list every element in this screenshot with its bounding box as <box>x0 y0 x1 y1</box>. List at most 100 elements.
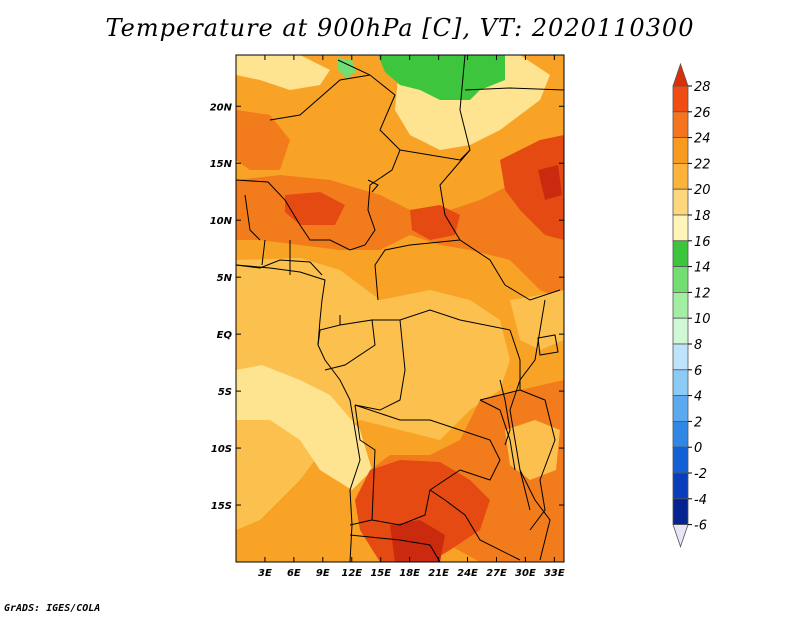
lake-tanganyika <box>499 379 511 446</box>
lake-malawi <box>519 469 531 511</box>
x-axis: 3E 6E 9E 12E 15E 18E 21E 24E 27E 30E 33E <box>258 55 565 579</box>
colorbar-label: 2 <box>694 415 702 430</box>
field-26-28-chad <box>410 205 460 240</box>
map-frame <box>235 54 565 563</box>
border-line <box>349 404 376 526</box>
lake-chad <box>367 179 379 193</box>
colorbar-swatch <box>672 343 689 371</box>
y-tick-label: 10S <box>211 444 232 455</box>
border-line <box>519 389 556 531</box>
border-line <box>439 149 506 286</box>
field-26-28-nigeria <box>285 192 345 225</box>
y-tick-label: EQ <box>217 330 233 341</box>
colorbar-label: -6 <box>694 519 707 534</box>
y-axis: 20N 15N 10N 5N EQ 5S 10S 15S <box>210 102 564 512</box>
colorbar-swatch <box>672 188 689 216</box>
border-line <box>236 59 401 251</box>
y-tick-label: 5N <box>217 273 233 284</box>
border-line <box>504 284 561 301</box>
border-line <box>261 239 266 266</box>
field-20-22-west <box>236 258 510 530</box>
colorbar-label: 16 <box>694 235 711 250</box>
field-18-20-coast <box>236 365 372 490</box>
colorbar-swatch <box>672 214 689 242</box>
x-tick-label: 3E <box>258 568 272 579</box>
colorbar-label: -4 <box>694 493 707 508</box>
field-26-28-kalahari <box>355 460 490 562</box>
colorbar-swatch <box>672 395 689 422</box>
colorbar-swatch <box>672 369 689 396</box>
x-tick-label: 9E <box>316 568 330 579</box>
colorbar-swatch <box>672 240 689 268</box>
border-line <box>374 239 461 301</box>
field-14-16-north <box>378 55 505 100</box>
border-line <box>372 309 511 331</box>
y-tick-label: 20N <box>210 102 233 113</box>
country-borders <box>236 55 564 562</box>
border-line <box>479 399 516 471</box>
colorbar-swatch <box>672 317 689 345</box>
colorbar-swatch <box>672 266 689 293</box>
border-line <box>324 319 376 371</box>
colorbar-swatch <box>672 446 689 474</box>
border-line <box>349 534 441 562</box>
chart-title: Temperature at 900hPa [C], VT: 202011030… <box>105 14 695 42</box>
colorbar-label: 26 <box>694 106 711 121</box>
colorbar-label: 6 <box>694 364 702 379</box>
colorbar-label: 12 <box>694 286 711 301</box>
border-line <box>429 489 521 561</box>
field-20-22-eafrica <box>510 290 564 350</box>
border-line <box>479 329 521 401</box>
field-28-east <box>538 165 562 200</box>
field-24-26-sahel <box>236 150 564 300</box>
colorbar-swatch <box>672 85 689 113</box>
colorbar-label: 8 <box>694 338 702 353</box>
border-line <box>236 259 323 276</box>
field-18-20-nw <box>236 55 330 90</box>
x-tick-label: 24E <box>457 568 478 579</box>
x-tick-label: 18E <box>399 568 420 579</box>
colorbar-swatch <box>672 291 689 319</box>
border-line <box>354 404 501 481</box>
colorbar-label: 18 <box>694 209 711 224</box>
field-24-26-west <box>236 110 290 170</box>
coastline <box>509 299 551 561</box>
colorbar-label: 14 <box>694 261 711 276</box>
colorbar-label: 0 <box>694 441 702 456</box>
border-line <box>354 319 406 411</box>
colorbar-under-arrow <box>672 524 689 548</box>
colorbar-label: 4 <box>694 390 702 405</box>
colorbar-label: -2 <box>694 467 707 482</box>
field-26-28-sudan <box>500 135 564 240</box>
x-tick-label: 21E <box>428 568 449 579</box>
y-tick-label: 10N <box>210 216 233 227</box>
border-line <box>464 87 564 91</box>
x-tick-label: 6E <box>287 568 301 579</box>
x-tick-label: 15E <box>370 568 391 579</box>
colorbar-swatch <box>672 162 689 190</box>
x-tick-label: 30E <box>515 568 536 579</box>
y-tick-label: 15S <box>211 501 232 512</box>
colorbar-swatch <box>672 498 689 525</box>
temperature-field <box>236 55 564 562</box>
colorbar-swatch <box>672 472 689 500</box>
colorbar-swatch <box>672 137 689 164</box>
colorbar-label: 22 <box>694 157 711 172</box>
y-tick-label: 15N <box>210 159 233 170</box>
field-28-core <box>390 520 445 562</box>
x-tick-label: 33E <box>544 568 565 579</box>
coastline <box>236 264 361 562</box>
colorbar-over-arrow <box>672 62 689 87</box>
colorbar-label: 24 <box>694 132 711 147</box>
colorbar-label: 10 <box>694 312 711 327</box>
colorbar-label: 20 <box>694 183 711 198</box>
border-line <box>371 469 461 526</box>
border-line <box>244 194 261 241</box>
y-tick-label: 5S <box>218 387 232 398</box>
colorbar-swatch <box>672 420 689 448</box>
x-tick-label: 12E <box>341 568 362 579</box>
lake-victoria <box>537 334 559 356</box>
border-line <box>269 74 371 121</box>
